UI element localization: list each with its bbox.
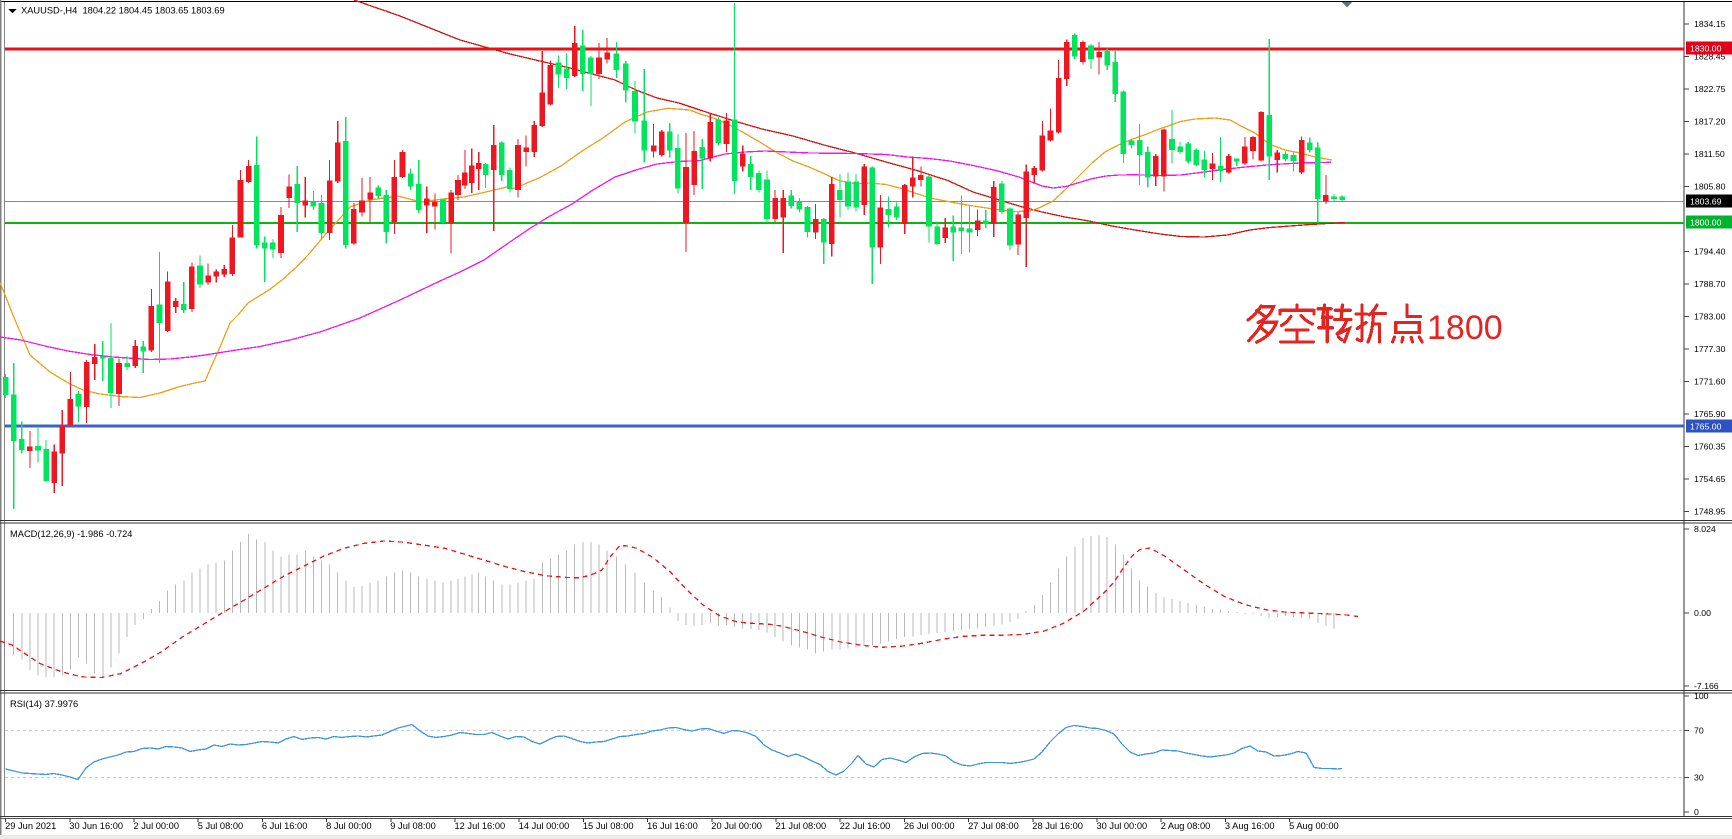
- svg-text:1794.40: 1794.40: [1694, 247, 1726, 257]
- svg-text:2 Aug 08:00: 2 Aug 08:00: [1161, 821, 1211, 831]
- svg-text:1811.50: 1811.50: [1694, 149, 1725, 159]
- svg-text:14 Jul 00:00: 14 Jul 00:00: [519, 821, 570, 831]
- svg-text:70: 70: [1694, 726, 1704, 736]
- svg-text:1800.00: 1800.00: [1690, 218, 1722, 228]
- svg-text:1803.69: 1803.69: [1690, 197, 1722, 207]
- svg-text:1771.60: 1771.60: [1694, 377, 1726, 387]
- svg-text:RSI(14) 37.9976: RSI(14) 37.9976: [10, 699, 78, 709]
- svg-text:2 Jul 00:00: 2 Jul 00:00: [134, 821, 180, 831]
- svg-text:-7.166: -7.166: [1694, 681, 1719, 691]
- svg-text:27 Jul 08:00: 27 Jul 08:00: [968, 821, 1019, 831]
- svg-text:21 Jul 08:00: 21 Jul 08:00: [776, 821, 827, 831]
- svg-text:6 Jul 16:00: 6 Jul 16:00: [262, 821, 308, 831]
- svg-text:1800: 1800: [1427, 309, 1503, 347]
- svg-text:5 Aug 00:00: 5 Aug 00:00: [1289, 821, 1339, 831]
- svg-text:16 Jul 16:00: 16 Jul 16:00: [647, 821, 698, 831]
- svg-text:20 Jul 00:00: 20 Jul 00:00: [711, 821, 762, 831]
- svg-text:1822.75: 1822.75: [1694, 84, 1726, 94]
- svg-text:100: 100: [1694, 691, 1709, 701]
- svg-text:1805.80: 1805.80: [1694, 182, 1726, 192]
- svg-text:30 Jun 16:00: 30 Jun 16:00: [69, 821, 123, 831]
- svg-text:8 Jul 00:00: 8 Jul 00:00: [326, 821, 372, 831]
- svg-text:22 Jul 16:00: 22 Jul 16:00: [840, 821, 891, 831]
- svg-text:0.00: 0.00: [1694, 608, 1711, 618]
- svg-text:1834.15: 1834.15: [1694, 19, 1726, 29]
- svg-text:1754.65: 1754.65: [1694, 474, 1726, 484]
- svg-text:5 Jul 08:00: 5 Jul 08:00: [198, 821, 244, 831]
- svg-text:9 Jul 08:00: 9 Jul 08:00: [390, 821, 436, 831]
- svg-text:1817.20: 1817.20: [1694, 117, 1726, 127]
- svg-text:0: 0: [1694, 807, 1699, 817]
- svg-text:1783.00: 1783.00: [1694, 312, 1726, 322]
- svg-text:1748.95: 1748.95: [1694, 507, 1726, 517]
- svg-text:1760.35: 1760.35: [1694, 442, 1726, 452]
- svg-text:1788.70: 1788.70: [1694, 279, 1726, 289]
- svg-text:30: 30: [1694, 773, 1704, 783]
- svg-text:1828.45: 1828.45: [1694, 52, 1726, 62]
- svg-text:1765.90: 1765.90: [1694, 409, 1726, 419]
- svg-text:8.024: 8.024: [1694, 524, 1716, 534]
- svg-text:26 Jul 00:00: 26 Jul 00:00: [904, 821, 955, 831]
- svg-text:28 Jul 16:00: 28 Jul 16:00: [1032, 821, 1083, 831]
- svg-text:29 Jun 2021: 29 Jun 2021: [5, 821, 56, 831]
- svg-text:1777.30: 1777.30: [1694, 344, 1726, 354]
- svg-text:MACD(12,26,9) -1.986 -0.724: MACD(12,26,9) -1.986 -0.724: [10, 529, 132, 539]
- svg-text:1765.00: 1765.00: [1690, 422, 1722, 432]
- svg-text:30 Jul 00:00: 30 Jul 00:00: [1097, 821, 1148, 831]
- svg-text:1830.00: 1830.00: [1690, 44, 1722, 54]
- svg-text:12 Jul 16:00: 12 Jul 16:00: [455, 821, 506, 831]
- svg-text:15 Jul 08:00: 15 Jul 08:00: [583, 821, 634, 831]
- svg-text:XAUUSD-,H4 1804.22 1804.45 18: XAUUSD-,H4 1804.22 1804.45 1803.65 1803.…: [21, 6, 225, 16]
- svg-text:3 Aug 16:00: 3 Aug 16:00: [1225, 821, 1275, 831]
